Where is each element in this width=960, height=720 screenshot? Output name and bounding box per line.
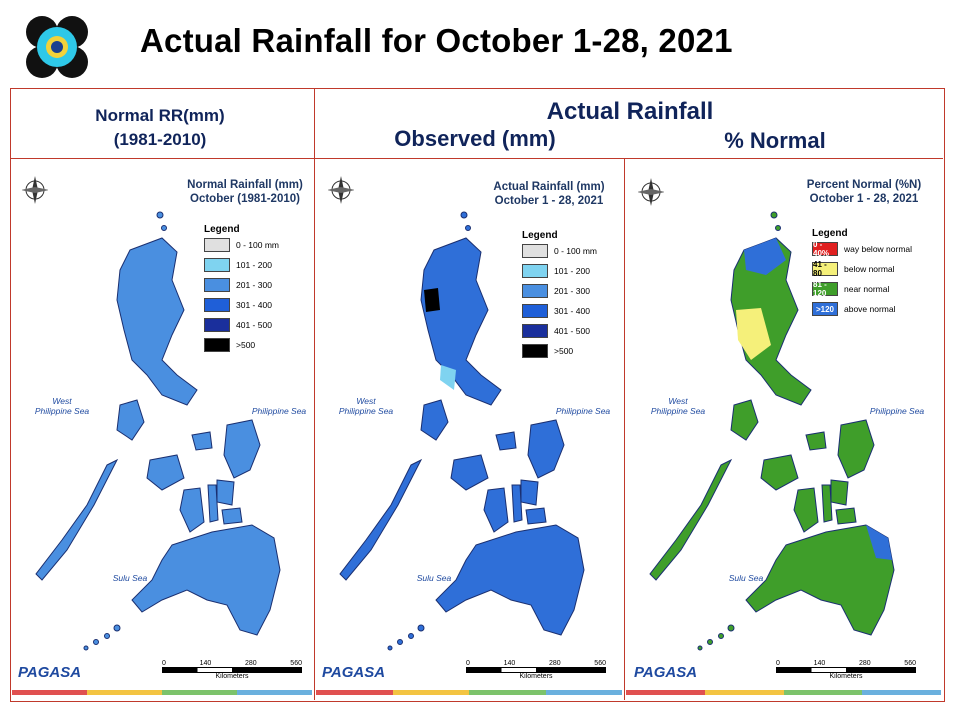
legend-swatch xyxy=(204,278,230,292)
legend-title: Legend xyxy=(522,230,558,241)
legend-item: 41 - 80 below normal xyxy=(812,260,895,278)
legend-item: 401 - 500 xyxy=(204,315,279,335)
west-philippine-sea-label: West Philippine Sea xyxy=(34,396,90,416)
map-title-line1: Percent Normal (%N) xyxy=(806,179,922,191)
legend-title: Legend xyxy=(204,224,240,235)
legend-item: 201 - 300 xyxy=(522,281,597,301)
percent-normal-header: % Normal xyxy=(724,128,826,153)
map-title-line2: October 1 - 28, 2021 xyxy=(809,193,919,205)
sulu-sea-label: Sulu Sea xyxy=(728,573,764,583)
map-title: Actual Rainfall (mm) October 1 - 28, 202… xyxy=(484,180,614,208)
legend-item: 301 - 400 xyxy=(522,301,597,321)
legend-item: >500 xyxy=(204,335,279,355)
above-normal-area xyxy=(866,525,892,560)
below-normal-area xyxy=(736,308,771,360)
color-strip xyxy=(626,690,941,695)
legend-swatch xyxy=(204,318,230,332)
west-philippine-sea-label: West Philippine Sea xyxy=(650,396,706,416)
philippine-sea-label: Philippine Sea xyxy=(251,406,307,416)
map-title-line2: October 1 - 28, 2021 xyxy=(494,195,604,207)
map-title: Normal Rainfall (mm) October (1981-2010) xyxy=(180,178,310,206)
legend-item: 0 - 100 mm xyxy=(204,235,279,255)
normal-rainfall-panel: Normal Rainfall (mm) October (1981-2010)… xyxy=(12,160,314,698)
legend-item: 81 - 120 near normal xyxy=(812,280,890,298)
scale-bar: 0 140 280 560 Kilometers xyxy=(776,660,916,680)
percent-normal-map xyxy=(649,211,895,651)
legend: Legend 0 - 100 mm 101 - 200 201 - 300 30… xyxy=(522,230,597,361)
actual-rainfall-map xyxy=(339,211,585,651)
compass-rose-icon xyxy=(22,176,48,204)
map-title-line2: October (1981-2010) xyxy=(190,193,300,205)
actual-rainfall-panel: Actual Rainfall (mm) October 1 - 28, 202… xyxy=(316,160,622,698)
sulu-sea-label: Sulu Sea xyxy=(112,573,148,583)
legend-item: >500 xyxy=(522,341,597,361)
legend-item: 101 - 200 xyxy=(522,261,597,281)
philippine-sea-label: Philippine Sea xyxy=(869,406,925,416)
map-title-line1: Normal Rainfall (mm) xyxy=(187,179,303,191)
normal-header: Normal RR(mm) (1981-2010) xyxy=(40,104,280,152)
legend-item: 301 - 400 xyxy=(204,295,279,315)
slide-title: Actual Rainfall for October 1-28, 2021 xyxy=(140,22,733,59)
color-strip xyxy=(12,690,312,695)
legend: Legend 0 - 100 mm 101 - 200 201 - 300 30… xyxy=(204,224,279,355)
map-title: Percent Normal (%N) October 1 - 28, 2021 xyxy=(794,178,934,206)
column-divider-1 xyxy=(314,88,315,700)
legend-swatch xyxy=(204,298,230,312)
above-normal-area xyxy=(744,238,786,275)
pagasa-brand: PAGASA xyxy=(634,664,698,681)
legend: Legend 0 - 40% way below normal 41 - 80 be… xyxy=(812,228,912,319)
scale-bar: 0 140 280 560 Kilometers xyxy=(162,660,302,680)
legend-item: 201 - 300 xyxy=(204,275,279,295)
normal-header-line1: Normal RR(mm) xyxy=(95,106,225,125)
sulu-sea-label: Sulu Sea xyxy=(416,573,452,583)
column-divider-2 xyxy=(624,158,625,700)
pagasa-brand: PAGASA xyxy=(322,664,386,681)
scale-bar: 0 140 280 560 Kilometers xyxy=(466,660,606,680)
legend-swatch xyxy=(204,258,230,272)
legend-swatch xyxy=(204,338,230,352)
pagasa-logo xyxy=(24,16,90,78)
west-philippine-sea-label: West Philippine Sea xyxy=(338,396,394,416)
actual-rainfall-header: Actual Rainfall xyxy=(546,98,714,125)
philippine-sea-label: Philippine Sea xyxy=(555,406,611,416)
map-title-line1: Actual Rainfall (mm) xyxy=(493,181,605,193)
normal-header-line2: (1981-2010) xyxy=(113,130,207,149)
observed-header: Observed (mm) xyxy=(394,126,556,151)
heavy-rain-area xyxy=(424,288,440,312)
color-strip xyxy=(316,690,622,695)
legend-swatch xyxy=(204,238,230,252)
header-divider xyxy=(10,158,943,159)
table-frame xyxy=(10,88,945,702)
legend-title: Legend xyxy=(812,228,848,239)
percent-normal-panel: Percent Normal (%N) October 1 - 28, 2021… xyxy=(626,160,942,698)
legend-item: 0 - 100 mm xyxy=(522,241,597,261)
compass-rose-icon xyxy=(328,176,354,204)
legend-item: 0 - 40% way below normal xyxy=(812,240,913,258)
compass-rose-icon xyxy=(638,178,664,206)
legend-item: >120 above normal xyxy=(812,299,912,319)
legend-item: 401 - 500 xyxy=(522,321,597,341)
legend-item: 101 - 200 xyxy=(204,255,279,275)
light-rain-area xyxy=(440,365,456,390)
pagasa-brand: PAGASA xyxy=(18,664,82,681)
